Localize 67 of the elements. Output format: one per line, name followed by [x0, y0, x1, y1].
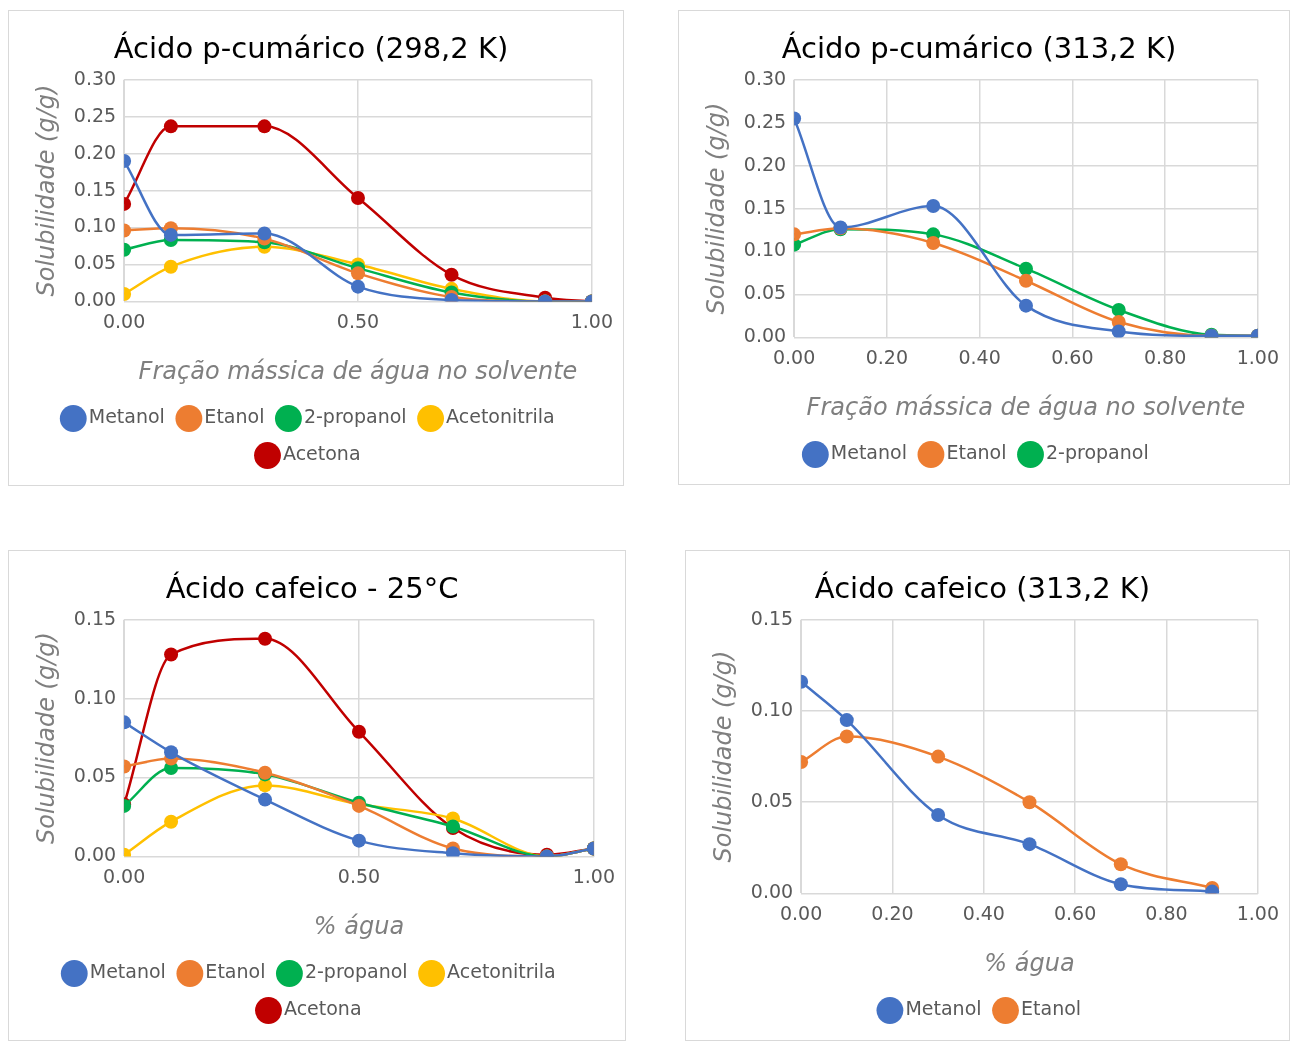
x-tick-label: 0.60 — [1051, 345, 1094, 368]
legend-label: Metanol — [88, 405, 165, 428]
y-tick-label: 0.10 — [73, 214, 117, 237]
x-tick-label: 0.50 — [336, 309, 380, 332]
legend-label: Etanol — [204, 405, 265, 428]
y-axis-title: Solubilidade (g/g) — [701, 102, 730, 315]
x-tick-label: 0.80 — [1143, 345, 1187, 368]
x-tick-label: 0.00 — [779, 901, 823, 924]
y-axis-title: Solubilidade (g/g) — [31, 632, 60, 845]
y-tick-label: 0.25 — [73, 103, 117, 126]
y-tick-label: 0.20 — [743, 152, 787, 175]
y-tick-label: 0.15 — [743, 195, 787, 218]
y-tick-label: 0.10 — [73, 685, 117, 708]
legend-label: Etanol — [946, 441, 1007, 464]
y-tick-label: 0.05 — [743, 281, 787, 304]
x-tick-label: 0.60 — [1053, 901, 1097, 924]
y-tick-label: 0.30 — [743, 66, 787, 89]
legend-label: Acetonitrila — [446, 405, 555, 428]
x-tick-label: 0.00 — [772, 345, 816, 368]
chart-title: Ácido cafeico - 25°C — [165, 570, 459, 605]
chart-title: Ácido p-cumárico (298,2 K) — [113, 30, 509, 65]
y-axis-title: Solubilidade (g/g) — [31, 84, 60, 297]
legend-label: Metanol — [905, 997, 982, 1020]
y-tick-label: 0.00 — [73, 843, 117, 866]
legend-label: Etanol — [1021, 997, 1082, 1020]
x-tick-label: 0.00 — [102, 864, 146, 887]
chart-title: Ácido cafeico (313,2 K) — [814, 570, 1151, 605]
y-tick-label: 0.15 — [73, 177, 117, 200]
x-tick-label: 0.40 — [962, 901, 1005, 924]
y-tick-label: 0.05 — [750, 789, 794, 812]
legend-label: Acetona — [282, 442, 361, 465]
y-axis-title: Solubilidade (g/g) — [708, 650, 737, 863]
x-tick-label: 0.00 — [102, 309, 146, 332]
x-tick-label: 0.50 — [337, 864, 381, 887]
x-tick-label: 0.40 — [958, 345, 1001, 368]
x-tick-label: 0.20 — [871, 901, 914, 924]
legend-label: 2-propanol — [304, 960, 408, 983]
x-tick-label: 1.00 — [572, 864, 615, 887]
legend-label: Acetona — [283, 997, 362, 1020]
x-axis-title: Fração mássica de água no solvente — [806, 392, 1246, 421]
legend-label: Etanol — [205, 960, 266, 983]
y-tick-label: 0.05 — [73, 251, 117, 274]
legend-label: Metanol — [89, 960, 166, 983]
x-tick-label: 1.00 — [570, 309, 613, 332]
x-tick-label: 0.80 — [1145, 901, 1188, 924]
x-tick-label: 1.00 — [1236, 901, 1279, 924]
x-axis-title: % água — [313, 911, 405, 940]
x-tick-label: 1.00 — [1236, 345, 1279, 368]
legend-label: Acetonitrila — [447, 960, 556, 983]
y-tick-label: 0.15 — [750, 606, 794, 629]
y-tick-label: 0.00 — [743, 324, 787, 347]
legend-label: 2-propanol — [1046, 441, 1149, 464]
chart-title: Ácido p-cumárico (313,2 K) — [781, 30, 1177, 65]
x-axis-title: % água — [984, 948, 1075, 977]
y-tick-label: 0.00 — [750, 880, 794, 903]
y-tick-label: 0.00 — [73, 288, 117, 311]
legend-label: 2-propanol — [303, 405, 407, 428]
y-tick-label: 0.10 — [743, 238, 787, 261]
y-tick-label: 0.25 — [743, 109, 787, 132]
y-tick-label: 0.10 — [750, 697, 794, 720]
y-tick-label: 0.15 — [73, 606, 117, 629]
y-tick-label: 0.05 — [73, 764, 117, 787]
legend-label: Metanol — [830, 441, 907, 464]
y-tick-label: 0.20 — [73, 140, 117, 163]
x-axis-title: Fração mássica de água no solvente — [138, 356, 578, 385]
y-tick-label: 0.30 — [73, 66, 117, 89]
x-tick-label: 0.20 — [865, 345, 909, 368]
